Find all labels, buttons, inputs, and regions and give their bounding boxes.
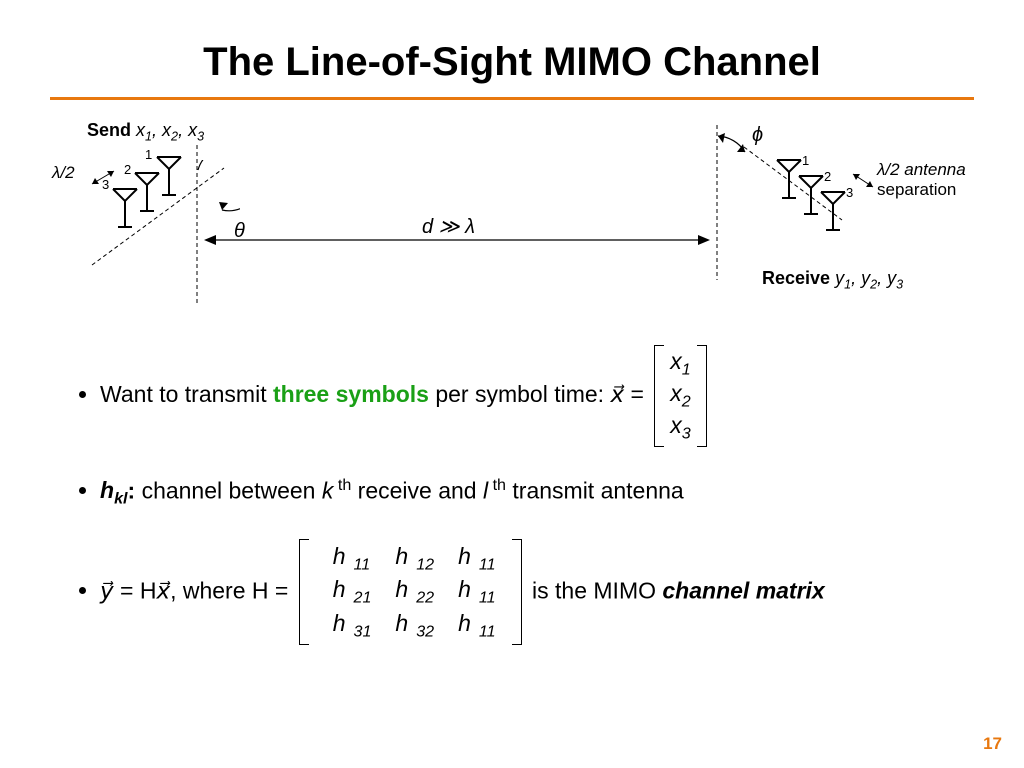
receive-label: Receive y1, y2, y3 (762, 268, 903, 292)
rx-antenna-num-2: 2 (824, 169, 831, 184)
mimo-diagram: Send x1, x2, x3 λ/2 1 2 3 (52, 120, 972, 320)
distance-label: d ≫ λ (422, 214, 475, 239)
rx-antenna-3 (816, 190, 850, 232)
phi-label: ϕ (752, 124, 763, 147)
bullet-2: hkl: channel between k th receive and l … (100, 475, 974, 511)
rx-antenna-num-1: 1 (802, 153, 809, 168)
title-rule (50, 97, 974, 100)
bullet-3: y⃗ = Hx⃗, where H = h11 h12 h11 h21 h22 … (100, 539, 974, 646)
theta-arc (180, 160, 240, 230)
lambda-arrow-rx (850, 171, 878, 191)
H-matrix: h11 h12 h11 h21 h22 h11 h31 h32 h11 (299, 539, 522, 646)
slide: The Line-of-Sight MIMO Channel Send x1, … (0, 0, 1024, 768)
page-number: 17 (983, 734, 1002, 754)
rx-sep-label: λ/2 antenna separation (877, 160, 966, 200)
x-vector: x1 x2 x3 (654, 345, 706, 447)
bullet-1: Want to transmit three symbols per symbo… (100, 345, 974, 447)
slide-title: The Line-of-Sight MIMO Channel (50, 40, 974, 85)
bullet-list: Want to transmit three symbols per symbo… (60, 345, 974, 645)
